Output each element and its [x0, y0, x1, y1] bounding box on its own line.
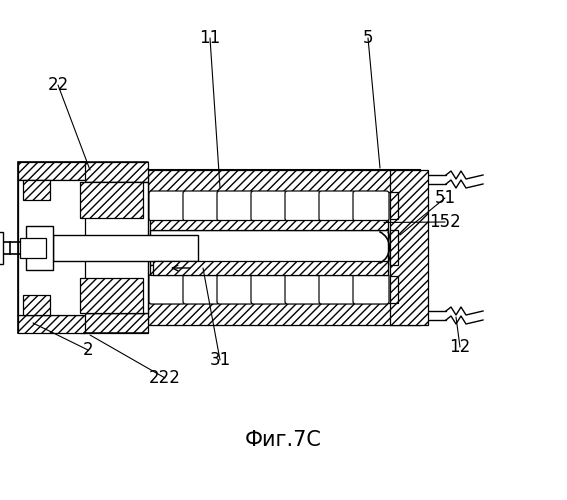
Bar — [18, 315, 85, 333]
Bar — [150, 230, 388, 265]
Text: 2: 2 — [83, 341, 94, 359]
FancyBboxPatch shape — [217, 191, 253, 221]
Bar — [148, 303, 420, 325]
Bar — [18, 162, 85, 180]
Text: 5: 5 — [363, 29, 373, 47]
Bar — [150, 220, 388, 230]
FancyBboxPatch shape — [251, 274, 287, 304]
Bar — [53, 234, 198, 260]
Bar — [80, 182, 148, 313]
Bar — [20, 238, 46, 258]
Bar — [80, 162, 148, 182]
Bar — [390, 170, 428, 325]
Bar — [148, 170, 420, 192]
FancyBboxPatch shape — [353, 274, 389, 304]
Text: 31: 31 — [209, 351, 231, 369]
FancyBboxPatch shape — [319, 274, 355, 304]
Bar — [148, 170, 420, 325]
FancyBboxPatch shape — [217, 274, 253, 304]
FancyBboxPatch shape — [319, 191, 355, 221]
Bar — [26, 226, 53, 270]
Text: 11: 11 — [200, 29, 221, 47]
Bar — [18, 180, 85, 315]
Bar — [23, 295, 50, 315]
Text: 12: 12 — [450, 338, 471, 356]
Bar — [80, 182, 143, 218]
Bar — [0, 232, 3, 264]
Bar — [150, 265, 388, 275]
Bar — [390, 192, 398, 219]
Text: 22: 22 — [48, 76, 69, 94]
FancyBboxPatch shape — [285, 274, 321, 304]
FancyBboxPatch shape — [285, 191, 321, 221]
Bar — [18, 162, 85, 333]
Bar — [390, 276, 398, 303]
FancyBboxPatch shape — [251, 191, 287, 221]
FancyBboxPatch shape — [149, 274, 185, 304]
Text: 152: 152 — [429, 213, 461, 231]
Bar — [390, 230, 398, 265]
Text: Фиг.7C: Фиг.7C — [244, 430, 321, 450]
Bar — [80, 313, 148, 333]
FancyBboxPatch shape — [149, 191, 185, 221]
FancyBboxPatch shape — [183, 274, 219, 304]
Text: 51: 51 — [434, 189, 455, 207]
FancyBboxPatch shape — [353, 191, 389, 221]
Bar — [80, 278, 143, 313]
Text: 222: 222 — [149, 369, 181, 387]
FancyBboxPatch shape — [183, 191, 219, 221]
Bar — [23, 180, 50, 200]
Bar — [153, 261, 388, 275]
